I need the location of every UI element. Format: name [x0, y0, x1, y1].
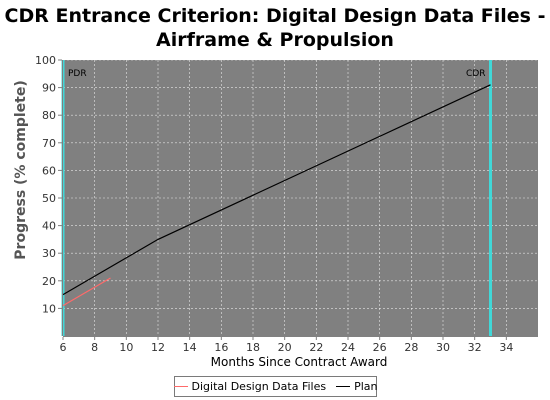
x-tick-label: 34 — [499, 341, 513, 354]
legend-label: Plan — [354, 380, 378, 393]
grid-lines — [62, 59, 538, 336]
x-axis-label: Months Since Contract Award — [211, 355, 388, 369]
y-tick-label: 50 — [42, 192, 56, 205]
y-tick-label: 90 — [42, 82, 56, 95]
y-tick-label: 30 — [42, 247, 56, 260]
y-tick-label: 70 — [42, 137, 56, 150]
y-tick-label: 100 — [35, 54, 56, 67]
axes: 6 8 10 12 14 16 18 20 22 24 26 28 30 32 34 10 20 30 40 50 60… — [35, 54, 538, 354]
legend-swatch — [336, 386, 351, 387]
x-tick-label: 22 — [309, 341, 323, 354]
x-tick-label: 14 — [183, 341, 197, 354]
chart-title: CDR Entrance Criterion: Digital Design D… — [0, 4, 550, 52]
x-tick-label: 16 — [214, 341, 228, 354]
series-line-digital-design-data-files — [62, 277, 111, 307]
legend-item: Digital Design Data Files — [173, 380, 327, 393]
y-tick-label: 80 — [42, 109, 56, 122]
series-line-plan — [62, 84, 491, 296]
y-tick-label: 20 — [42, 275, 56, 288]
chart-title-line-1: CDR Entrance Criterion: Digital Design D… — [4, 5, 546, 27]
x-tick-label: 26 — [373, 341, 387, 354]
x-tick-label: 6 — [60, 341, 67, 354]
x-tick-label: 20 — [278, 341, 292, 354]
x-tick-label: 10 — [119, 341, 133, 354]
chart-title-line-2: Airframe & Propulsion — [156, 29, 394, 51]
y-tick-label: 60 — [42, 164, 56, 177]
legend-swatch — [173, 386, 188, 387]
milestone-label-pdr: PDR — [68, 69, 87, 79]
y-tick-label: 10 — [42, 302, 56, 315]
y-axis-label: Progress (% complete) — [13, 80, 29, 259]
milestone-label-cdr: CDR — [466, 69, 485, 79]
x-tick-label: 8 — [91, 341, 98, 354]
series-group — [62, 84, 491, 307]
x-tick-label: 24 — [341, 341, 355, 354]
legend-label: Digital Design Data Files — [191, 380, 327, 393]
x-tick-label: 12 — [151, 341, 165, 354]
legend-item: Plan — [336, 380, 377, 393]
x-tick-label: 32 — [468, 341, 482, 354]
y-tick-label: 40 — [42, 220, 56, 233]
x-tick-label: 18 — [246, 341, 260, 354]
x-tick-label: 28 — [404, 341, 418, 354]
x-tick-label: 30 — [436, 341, 450, 354]
chart-legend: Digital Design Data Files Plan — [173, 376, 377, 397]
